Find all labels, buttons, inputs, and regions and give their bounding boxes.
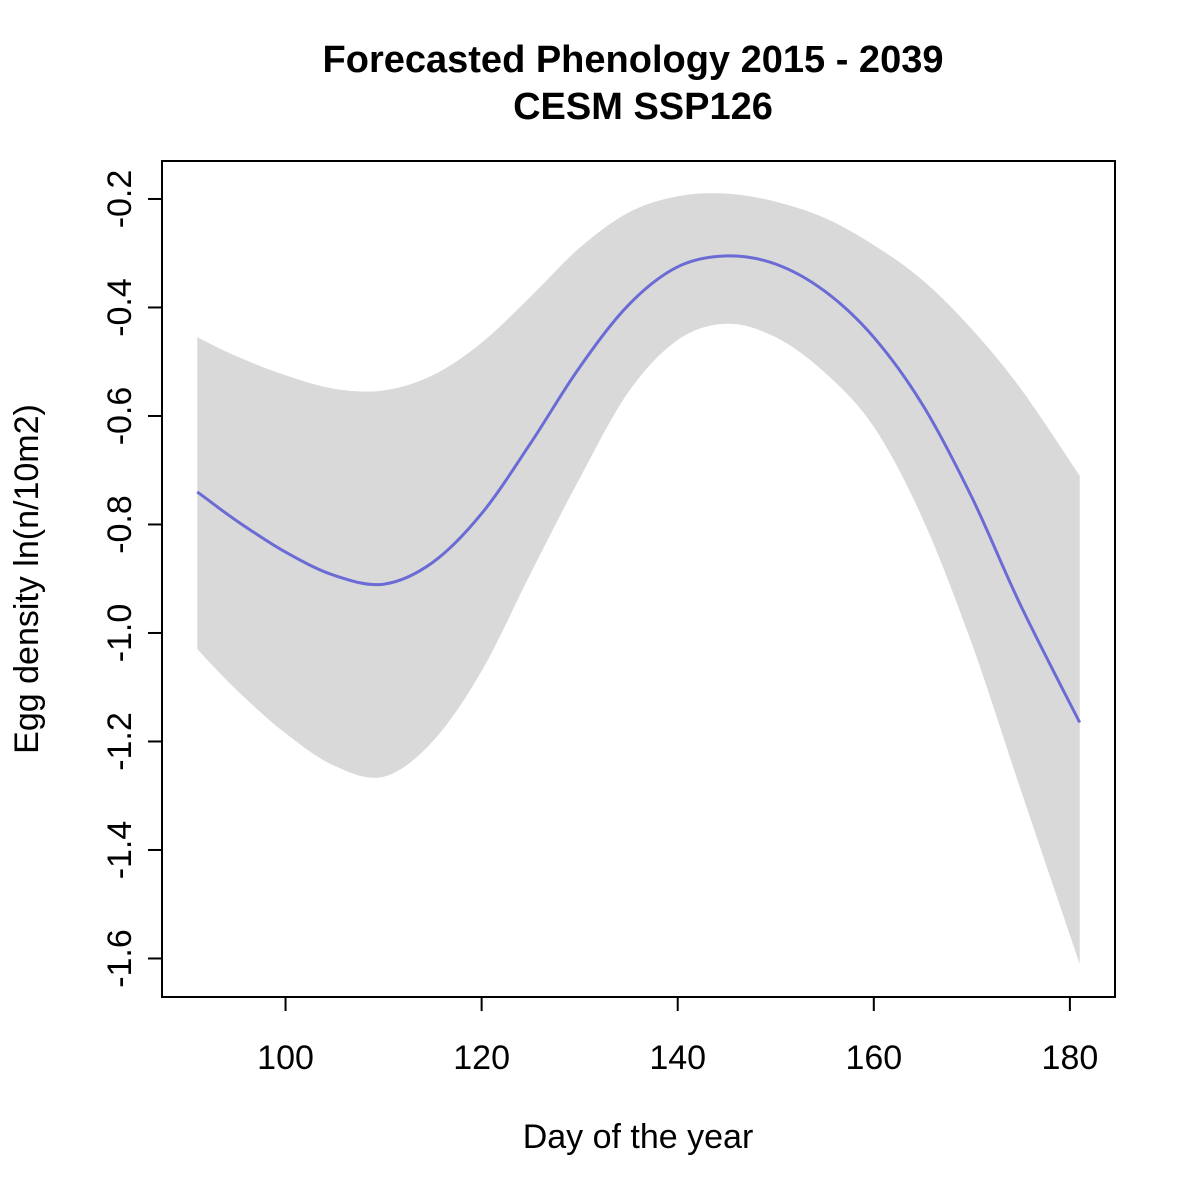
x-tick-label: 120: [453, 1039, 510, 1077]
y-axis-label: Egg density ln(n/10m2): [8, 404, 46, 754]
y-tick-label: -1.2: [101, 712, 139, 771]
y-tick-label: -1.6: [101, 929, 139, 988]
y-tick-label: -0.8: [101, 495, 139, 554]
y-tick-label: -0.4: [101, 278, 139, 337]
fitted-line: [196, 254, 1082, 724]
y-axis: -1.6 -1.4 -1.2 -1.0 -0.8 -0.6 -0.4 -0.2: [101, 170, 163, 988]
y-tick-label: -1.4: [101, 821, 139, 880]
y-tick-label: -0.2: [101, 170, 139, 229]
x-axis-label: Day of the year: [523, 1118, 754, 1156]
confidence-ribbon: [197, 193, 1080, 964]
x-tick-label: 180: [1042, 1039, 1099, 1077]
x-tick-label: 100: [257, 1039, 314, 1077]
y-tick-label: -1.0: [101, 604, 139, 663]
x-axis: 100 120 140 160 180: [257, 996, 1099, 1077]
plot-area: [196, 193, 1082, 964]
y-tick-label: -0.6: [101, 387, 139, 446]
chart-title: Forecasted Phenology 2015 - 2039: [323, 39, 944, 81]
x-tick-label: 160: [845, 1039, 902, 1077]
chart-subtitle: CESM SSP126: [513, 86, 773, 128]
x-tick-label: 140: [649, 1039, 706, 1077]
